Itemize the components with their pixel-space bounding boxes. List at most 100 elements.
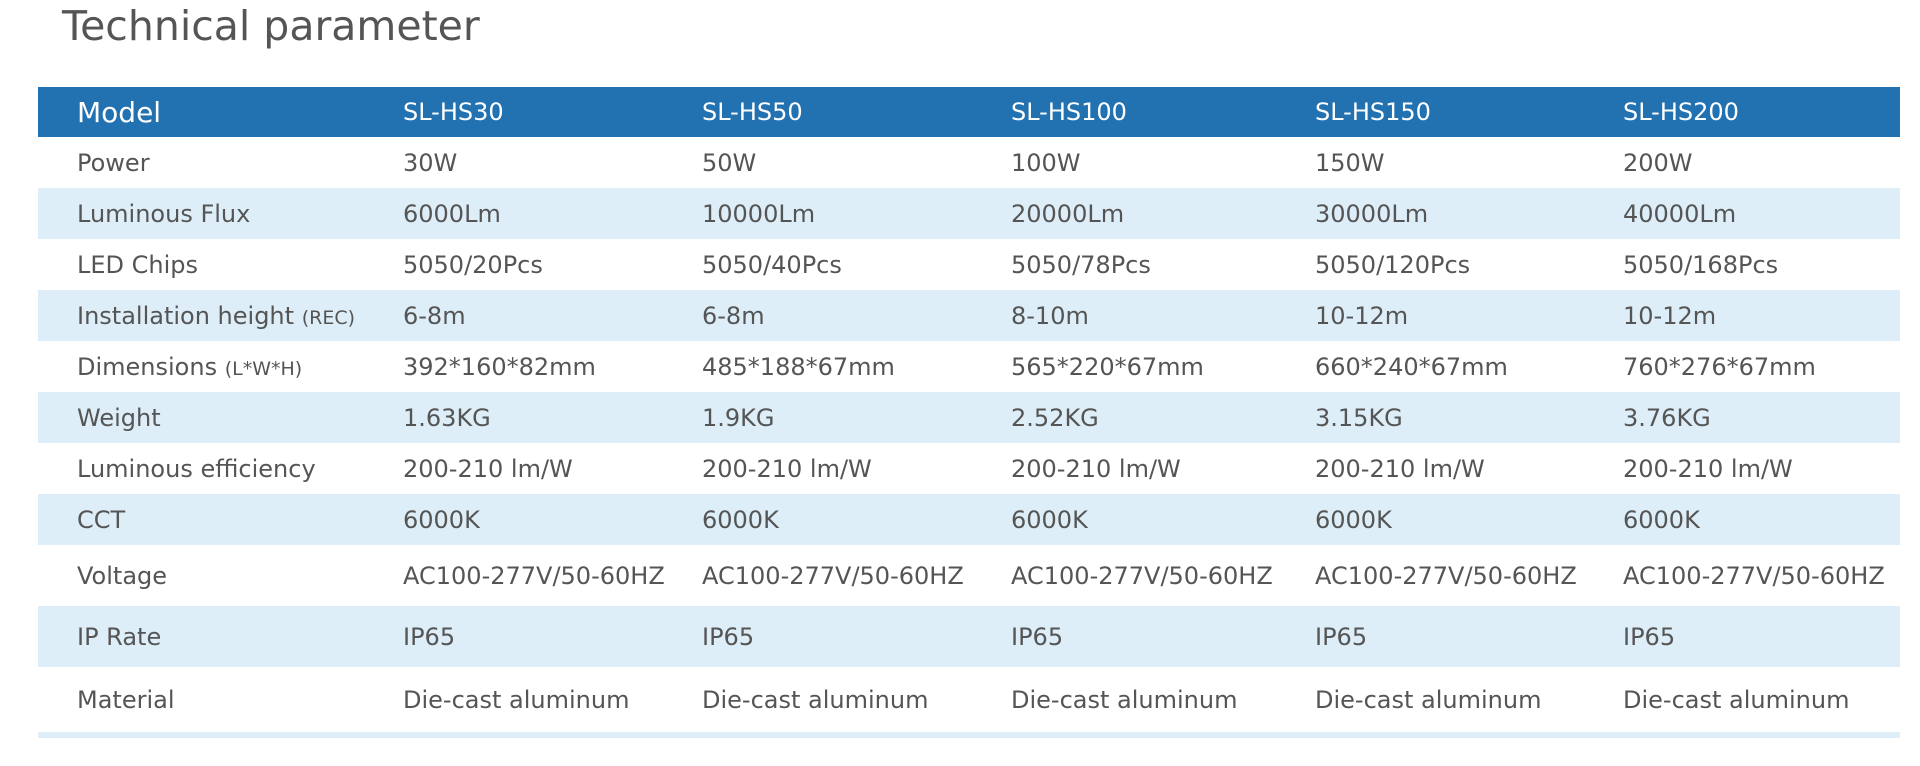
value-cell: IP65 [403, 622, 456, 651]
value-cell: Die-cast aluminum [403, 685, 630, 714]
value-cell: 200-210 lm/W [702, 454, 872, 483]
value-cell: 10000Lm [702, 199, 816, 228]
label-text: Installation height [77, 301, 295, 330]
value-cell: IP65 [702, 622, 755, 651]
table-row: Luminous Flux 6000Lm 10000Lm 20000Lm 30000Lm… [38, 188, 1900, 239]
table-row: LED Chips 5050/20Pcs 5050/40Pcs 5050/78Pcs 5… [38, 239, 1900, 290]
value-cell: 6000K [702, 505, 779, 534]
header-cell: SL-HS30 [403, 98, 504, 126]
value-cell: 660*240*67mm [1315, 352, 1508, 381]
value-cell: AC100-277V/50-60HZ [702, 561, 964, 590]
header-cell: SL-HS100 [1011, 98, 1127, 126]
value-cell: AC100-277V/50-60HZ [1623, 561, 1885, 590]
value-cell: 8-10m [1011, 301, 1089, 330]
row-label: Dimensions (L*W*H) [38, 341, 403, 392]
table-row: Voltage AC100-277V/50-60HZ AC100-277V/50-6… [38, 545, 1900, 606]
label-text: Luminous efficiency [77, 454, 316, 483]
label-text: LED Chips [77, 250, 199, 279]
label-text: Material [77, 685, 175, 714]
label-text: Power [77, 148, 150, 177]
value-cell: 6000Lm [403, 199, 501, 228]
value-cell: Die-cast aluminum [1315, 685, 1542, 714]
value-cell: AC100-277V/50-60HZ [1011, 561, 1273, 590]
value-cell: 565*220*67mm [1011, 352, 1204, 381]
row-label: Luminous efficiency [38, 443, 403, 494]
label-note: (REC) [301, 306, 356, 329]
value-cell: 100W [1011, 148, 1081, 177]
value-cell: 392*160*82mm [403, 352, 596, 381]
row-label: Luminous Flux [38, 188, 403, 239]
table-row: Luminous efficiency 200-210 lm/W 200-210 l… [38, 443, 1900, 494]
value-cell: IP65 [1623, 622, 1676, 651]
value-cell: 485*188*67mm [702, 352, 895, 381]
value-cell: 200-210 lm/W [403, 454, 573, 483]
value-cell: 1.9KG [702, 403, 775, 432]
value-cell: 6000K [403, 505, 480, 534]
label-text: Weight [77, 403, 161, 432]
table-row: IP Rate IP65 IP65 IP65 IP65 IP65 [38, 606, 1900, 667]
row-label: IP Rate [38, 606, 403, 667]
value-cell: 3.15KG [1315, 403, 1403, 432]
value-cell: IP65 [1315, 622, 1368, 651]
value-cell: 10-12m [1623, 301, 1717, 330]
value-cell: 5050/40Pcs [702, 250, 842, 279]
value-cell: AC100-277V/50-60HZ [1315, 561, 1577, 590]
value-cell: 30000Lm [1315, 199, 1429, 228]
value-cell: 5050/168Pcs [1623, 250, 1779, 279]
label-text: Voltage [77, 561, 168, 590]
value-cell: 760*276*67mm [1623, 352, 1816, 381]
row-label: Weight [38, 392, 403, 443]
header-cell: SL-HS50 [702, 98, 803, 126]
value-cell: 50W [702, 148, 757, 177]
value-cell: 6000K [1315, 505, 1392, 534]
value-cell: 200W [1623, 148, 1693, 177]
row-label: Voltage [38, 545, 403, 606]
row-label: Material [38, 667, 403, 735]
value-cell: 10-12m [1315, 301, 1409, 330]
header-row: Model SL-HS30 SL-HS50 SL-HS100 SL-HS150 SL-HS… [38, 87, 1900, 137]
value-cell: 200-210 lm/W [1623, 454, 1793, 483]
table-row: Dimensions (L*W*H) 392*160*82mm 485*188*67… [38, 341, 1900, 392]
value-cell: AC100-277V/50-60HZ [403, 561, 665, 590]
value-cell: 1.63KG [403, 403, 491, 432]
row-label: CCT [38, 494, 403, 545]
value-cell: 20000Lm [1011, 199, 1125, 228]
row-label: LED Chips [38, 239, 403, 290]
value-cell: 5050/20Pcs [403, 250, 543, 279]
value-cell: 6000K [1011, 505, 1088, 534]
value-cell: Die-cast aluminum [1011, 685, 1238, 714]
value-cell: 30W [403, 148, 458, 177]
value-cell: 5050/78Pcs [1011, 250, 1151, 279]
row-label: Power [38, 137, 403, 188]
label-text: CCT [77, 505, 126, 534]
table-row: Material Die-cast aluminum Die-cast alumin… [38, 667, 1900, 735]
table-header: Model SL-HS30 SL-HS50 SL-HS100 SL-HS150 SL-HS… [38, 87, 1900, 137]
page-title: Technical parameter [62, 2, 480, 50]
label-note: (L*W*H) [224, 357, 303, 380]
table-row: Power 30W 50W 100W 150W 200W [38, 137, 1900, 188]
header-cell: SL-HS150 [1315, 98, 1431, 126]
value-cell: 2.52KG [1011, 403, 1099, 432]
label-text: Luminous Flux [77, 199, 251, 228]
value-cell: 6-8m [702, 301, 765, 330]
value-cell: 200-210 lm/W [1315, 454, 1485, 483]
value-cell: Die-cast aluminum [702, 685, 929, 714]
value-cell: 6000K [1623, 505, 1700, 534]
table-row: CCT 6000K 6000K 6000K 6000K 6000K [38, 494, 1900, 545]
table-row: Installation height (REC) 6-8m 6-8m 8-10m 10… [38, 290, 1900, 341]
spec-table: Model SL-HS30 SL-HS50 SL-HS100 SL-HS150 SL-HS… [38, 87, 1900, 738]
value-cell: 150W [1315, 148, 1385, 177]
label-text: Dimensions [77, 352, 218, 381]
value-cell: 40000Lm [1623, 199, 1737, 228]
table-row: Weight 1.63KG 1.9KG 2.52KG 3.15KG 3.76KG [38, 392, 1900, 443]
value-cell: 200-210 lm/W [1011, 454, 1181, 483]
row-label: Installation height (REC) [38, 290, 403, 341]
value-cell: 6-8m [403, 301, 466, 330]
value-cell: 5050/120Pcs [1315, 250, 1471, 279]
header-cell: SL-HS200 [1623, 98, 1739, 126]
table-body: Power 30W 50W 100W 150W 200W Luminous Flux 6000… [38, 137, 1900, 735]
value-cell: Die-cast aluminum [1623, 685, 1850, 714]
value-cell: 3.76KG [1623, 403, 1711, 432]
value-cell: IP65 [1011, 622, 1064, 651]
